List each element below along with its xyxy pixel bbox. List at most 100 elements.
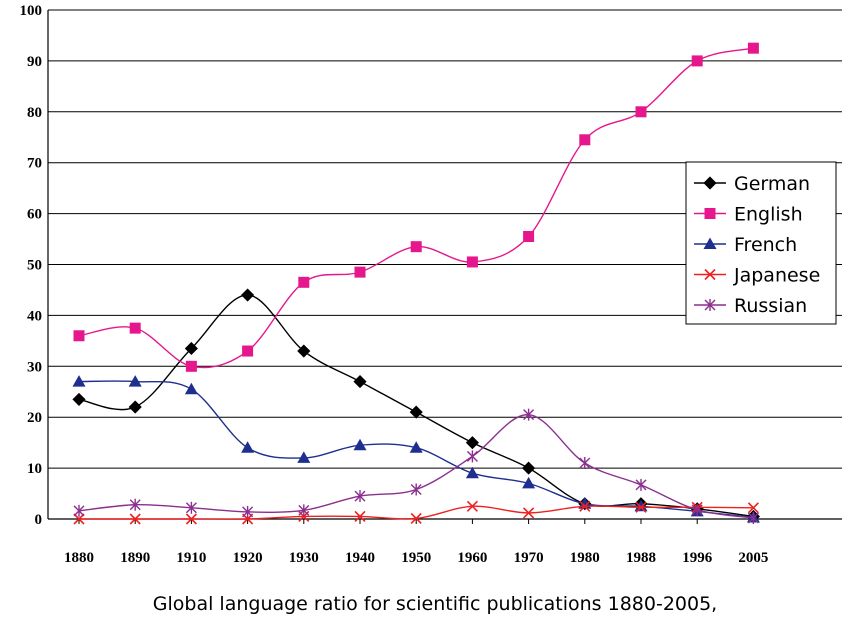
- point-english-1910: [185, 360, 197, 372]
- y-tick-label-100: 100: [20, 3, 43, 19]
- point-japanese-1880: [73, 513, 85, 525]
- legend: German English French Japanese Russian: [685, 161, 837, 325]
- point-russian-1960: [466, 450, 478, 463]
- legend-label-french: French: [734, 234, 797, 256]
- y-axis-ticks: 0 10 20 30 40 50 60 70 80 90 100: [20, 3, 43, 528]
- point-french-1950: [409, 441, 423, 453]
- point-japanese-1970: [523, 507, 535, 519]
- point-french-1920: [241, 441, 255, 453]
- series-japanese: [73, 500, 759, 525]
- x-tick-label-1960: 1960: [457, 550, 487, 566]
- legend-label-german: German: [734, 173, 810, 195]
- point-english-1890: [129, 322, 141, 334]
- point-german-1890: [128, 400, 142, 414]
- point-russian-1930: [298, 504, 310, 517]
- point-french-1970: [522, 476, 536, 489]
- chart-caption: Global language ratio for scientific pub…: [153, 593, 717, 615]
- y-tick-label-40: 40: [27, 308, 42, 324]
- x-tick-label-1970: 1970: [514, 550, 544, 566]
- point-french-1880: [72, 375, 86, 387]
- point-russian-1996: [691, 503, 703, 516]
- series-russian: [73, 408, 759, 524]
- x-tick-label-1940: 1940: [345, 550, 375, 566]
- x-tick-label-1988: 1988: [626, 550, 656, 566]
- point-russian-1980: [579, 457, 591, 470]
- point-russian-1880: [73, 504, 85, 517]
- point-japanese-1950: [410, 512, 422, 525]
- x-tick-label-1880: 1880: [64, 550, 94, 566]
- series-english: [73, 42, 759, 372]
- point-french-1930: [297, 451, 311, 463]
- y-tick-label-0: 0: [35, 512, 43, 528]
- point-japanese-2005: [747, 502, 759, 514]
- legend-marker-russian: [704, 299, 716, 311]
- point-russian-1890: [129, 498, 141, 511]
- point-japanese-1988: [635, 501, 647, 513]
- point-german-1950: [409, 405, 423, 419]
- series-line-english: [78, 47, 754, 369]
- point-english-1980: [579, 134, 591, 146]
- x-tick-label-1996: 1996: [682, 550, 713, 566]
- y-tick-label-90: 90: [27, 54, 42, 70]
- point-french-1960: [465, 466, 479, 479]
- y-tick-label-50: 50: [27, 258, 42, 274]
- point-german-1880: [72, 392, 86, 406]
- point-russian-1950: [410, 483, 422, 496]
- legend-label-russian: Russian: [734, 295, 807, 317]
- x-tick-label-1930: 1930: [289, 550, 319, 566]
- legend-label-english: English: [734, 204, 803, 226]
- point-english-1970: [523, 231, 535, 243]
- y-tick-label-60: 60: [27, 207, 42, 223]
- point-japanese-1940: [354, 510, 366, 523]
- legend-marker-german: [703, 176, 717, 190]
- series-line-japanese: [79, 505, 754, 520]
- point-english-2005: [747, 42, 759, 54]
- point-english-1940: [354, 266, 366, 278]
- point-japanese-1960: [466, 500, 478, 512]
- legend-marker-english: [704, 208, 716, 219]
- point-russian-1988: [635, 478, 647, 491]
- point-french-1940: [353, 438, 367, 451]
- point-german-1930: [297, 344, 311, 358]
- y-tick-label-20: 20: [27, 410, 42, 426]
- point-english-1988: [635, 106, 647, 118]
- point-english-1930: [298, 276, 310, 288]
- legend-marker-japanese: [704, 268, 716, 281]
- point-japanese-1890: [129, 513, 141, 525]
- legend-marker-french: [703, 237, 717, 249]
- y-tick-label-30: 30: [27, 359, 42, 375]
- x-tick-label-1980: 1980: [570, 550, 600, 566]
- point-russian-1920: [242, 505, 254, 518]
- point-german-1940: [353, 375, 367, 389]
- x-tick-label-1920: 1920: [233, 550, 263, 566]
- series-line-russian: [78, 413, 754, 519]
- point-russian-1910: [185, 501, 197, 514]
- x-tick-label-1950: 1950: [401, 550, 431, 566]
- x-tick-label-1910: 1910: [176, 550, 206, 566]
- x-axis-ticks: 1880 1890 1910 1920 1930 1940 1950 1960 1970 1980…: [64, 550, 768, 566]
- point-german-1910: [184, 341, 198, 356]
- series-group: [72, 42, 760, 525]
- point-english-1960: [466, 256, 478, 268]
- point-german-1920: [241, 288, 255, 302]
- point-french-1910: [184, 382, 198, 395]
- point-german-1960: [465, 436, 479, 450]
- point-russian-1970: [523, 408, 535, 421]
- point-english-1920: [242, 345, 254, 357]
- point-english-1880: [73, 330, 85, 342]
- point-english-1950: [410, 241, 422, 253]
- point-japanese-1980: [579, 500, 591, 512]
- point-french-1890: [128, 375, 142, 387]
- legend-label-japanese: Japanese: [733, 265, 820, 287]
- y-tick-label-10: 10: [27, 461, 42, 477]
- gridlines: [47, 9, 842, 524]
- x-tick-label-1890: 1890: [120, 550, 150, 566]
- point-french-1988: [634, 499, 648, 512]
- y-tick-label-80: 80: [27, 105, 42, 121]
- point-german-1970: [522, 461, 536, 475]
- point-japanese-1910: [185, 513, 197, 525]
- point-english-1996: [691, 55, 703, 67]
- point-russian-2005: [747, 511, 759, 524]
- point-russian-1940: [354, 490, 366, 503]
